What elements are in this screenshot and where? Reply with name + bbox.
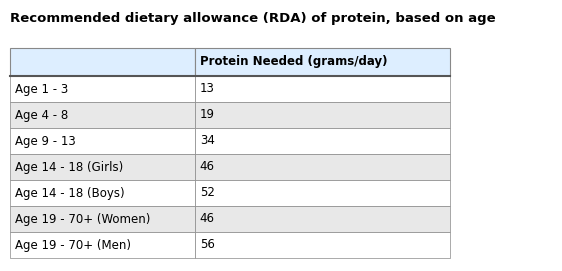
Bar	[195, 76, 450, 102]
Bar	[10, 48, 195, 76]
Text: Age 14 - 18 (Girls): Age 14 - 18 (Girls)	[15, 160, 123, 173]
Text: Age 14 - 18 (Boys): Age 14 - 18 (Boys)	[15, 186, 125, 199]
Bar	[195, 206, 450, 232]
Bar	[10, 102, 195, 128]
Text: 46: 46	[200, 160, 215, 173]
Text: Recommended dietary allowance (RDA) of protein, based on age: Recommended dietary allowance (RDA) of p…	[10, 12, 496, 25]
Text: 52: 52	[200, 186, 215, 199]
Bar	[195, 48, 450, 76]
Bar	[10, 180, 195, 206]
Text: 46: 46	[200, 212, 215, 225]
Bar	[195, 180, 450, 206]
Bar	[195, 128, 450, 154]
Text: Age 19 - 70+ (Women): Age 19 - 70+ (Women)	[15, 212, 151, 225]
Text: Age 9 - 13: Age 9 - 13	[15, 134, 76, 147]
Bar	[195, 154, 450, 180]
Bar	[10, 76, 195, 102]
Text: Age 4 - 8: Age 4 - 8	[15, 108, 68, 121]
Text: 34: 34	[200, 134, 215, 147]
Bar	[195, 102, 450, 128]
Text: Protein Needed (grams/day): Protein Needed (grams/day)	[200, 56, 387, 69]
Text: 56: 56	[200, 238, 215, 251]
Text: 19: 19	[200, 108, 215, 121]
Text: 13: 13	[200, 82, 215, 95]
Bar	[10, 206, 195, 232]
Bar	[10, 232, 195, 258]
Text: Age 1 - 3: Age 1 - 3	[15, 82, 68, 95]
Text: Age 19 - 70+ (Men): Age 19 - 70+ (Men)	[15, 238, 131, 251]
Bar	[10, 128, 195, 154]
Bar	[10, 154, 195, 180]
Bar	[195, 232, 450, 258]
